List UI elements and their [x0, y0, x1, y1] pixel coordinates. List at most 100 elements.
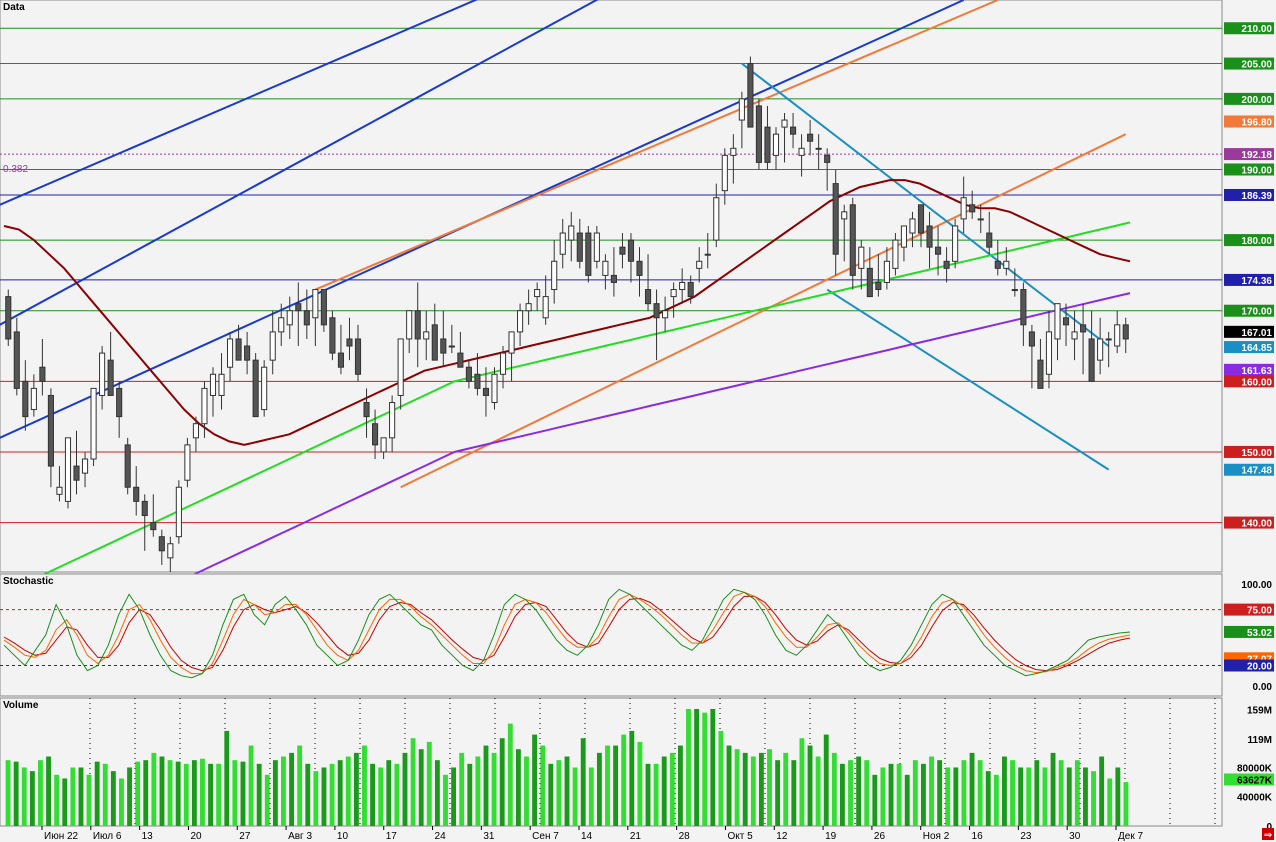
candle-body [696, 260, 703, 269]
volume-bar [872, 774, 878, 826]
time-label: 28 [679, 831, 691, 842]
candle-body [73, 465, 80, 481]
time-axis: Июн 22 Июл 6 13 20 27 Авг 3 10 17 24 31 Сен 7 14 21 2… [41, 826, 1143, 842]
volume-bar [556, 760, 562, 826]
candle-body [261, 366, 268, 411]
candle-body [943, 260, 950, 269]
candle-body [517, 310, 524, 333]
candle-body [5, 296, 12, 340]
candle-body [713, 197, 720, 241]
candle-body [585, 232, 592, 276]
stoch-k-line [3, 588, 1131, 679]
price-tag-bg [1224, 234, 1274, 247]
volume-bar [1074, 760, 1080, 826]
volume-bar [524, 756, 529, 826]
candle-body [354, 338, 362, 375]
time-label: 24 [435, 831, 447, 842]
stoch-tick: 100.00 [1241, 580, 1272, 591]
candle-body [559, 232, 566, 255]
volume-bar [1010, 760, 1015, 826]
candlesticks [5, 56, 1129, 572]
time-label: Июл 6 [93, 831, 122, 842]
price-tag-bg [1224, 463, 1274, 476]
volume-bar [694, 708, 700, 826]
candle-body [1097, 338, 1104, 361]
candle-body [499, 352, 507, 375]
volume-tick: 0 [1266, 822, 1272, 833]
candle-body [1020, 289, 1027, 326]
candle-body [337, 352, 345, 368]
volume-bar [135, 761, 141, 826]
candle-body [892, 239, 899, 269]
volume-panel-title: Volume [3, 700, 39, 711]
volume-bar [653, 763, 659, 826]
trend-channels [0, 0, 1127, 489]
candle-body [465, 366, 472, 382]
stoch-tag-bg [1224, 603, 1274, 616]
volume-bar [38, 760, 43, 826]
stochastic-panel-title: Stochastic [3, 576, 54, 587]
volume-bar [904, 774, 910, 826]
candle-body [397, 338, 404, 396]
volume-bar [864, 760, 870, 826]
candle-body [653, 303, 660, 319]
price-tag: 164.85 [1241, 343, 1272, 354]
volume-bar [888, 763, 894, 826]
volume-bar [1050, 752, 1056, 826]
time-label: 19 [825, 831, 837, 842]
candle-body [448, 345, 455, 348]
candle-body [312, 289, 319, 319]
candle-body [679, 281, 686, 291]
candle-body [81, 458, 89, 474]
volume-bar [175, 761, 181, 826]
candle-body [13, 331, 20, 389]
price-tag: 210.00 [1241, 24, 1272, 35]
volume-bar [337, 760, 343, 826]
volume-bar [1123, 782, 1129, 826]
volume-bar [216, 763, 222, 826]
time-label: 13 [142, 831, 154, 842]
volume-bar [880, 767, 886, 826]
volume-bar [119, 778, 124, 826]
candle-body [986, 232, 993, 248]
volume-bar [94, 761, 100, 826]
volume-bar [953, 767, 959, 826]
price-tag: 170.00 [1241, 307, 1272, 318]
candle-body [218, 373, 225, 396]
volume-bar [572, 767, 578, 826]
price-tag-bg [1224, 325, 1274, 338]
candle-body [1071, 331, 1078, 340]
volume-bar [386, 760, 392, 826]
volume-bar [791, 760, 797, 826]
volume-bar [110, 771, 116, 826]
candle-body [900, 225, 908, 248]
candle-body [832, 183, 839, 255]
volume-bar [564, 756, 570, 826]
candle-body [917, 204, 925, 234]
volume-bar [475, 756, 481, 826]
time-label: 26 [874, 831, 886, 842]
candle-body [764, 126, 771, 163]
volume-bar [540, 745, 546, 826]
volume-bar [742, 752, 748, 826]
candle-body [926, 225, 933, 248]
stochastic-panel: Stochastic [0, 573, 1223, 697]
volume-bar [848, 760, 853, 826]
volume-bar [532, 734, 538, 826]
candle-body [64, 437, 72, 502]
volume-bar [443, 774, 448, 826]
candle-body [406, 310, 413, 340]
volume-bar [86, 774, 92, 826]
volume-bar [264, 774, 270, 826]
volume-tick: 80000K [1237, 763, 1273, 774]
blue-channel-middle [0, 0, 599, 326]
candle-body [841, 211, 848, 220]
stoch-tag-bg [1224, 659, 1274, 672]
scroll-icon[interactable]: ⇒ [1262, 828, 1274, 841]
volume-tag: 63627K [1237, 775, 1273, 786]
time-label: Июн 22 [44, 831, 79, 842]
candle-body [551, 260, 558, 291]
stoch-tag: 75.00 [1247, 606, 1272, 617]
